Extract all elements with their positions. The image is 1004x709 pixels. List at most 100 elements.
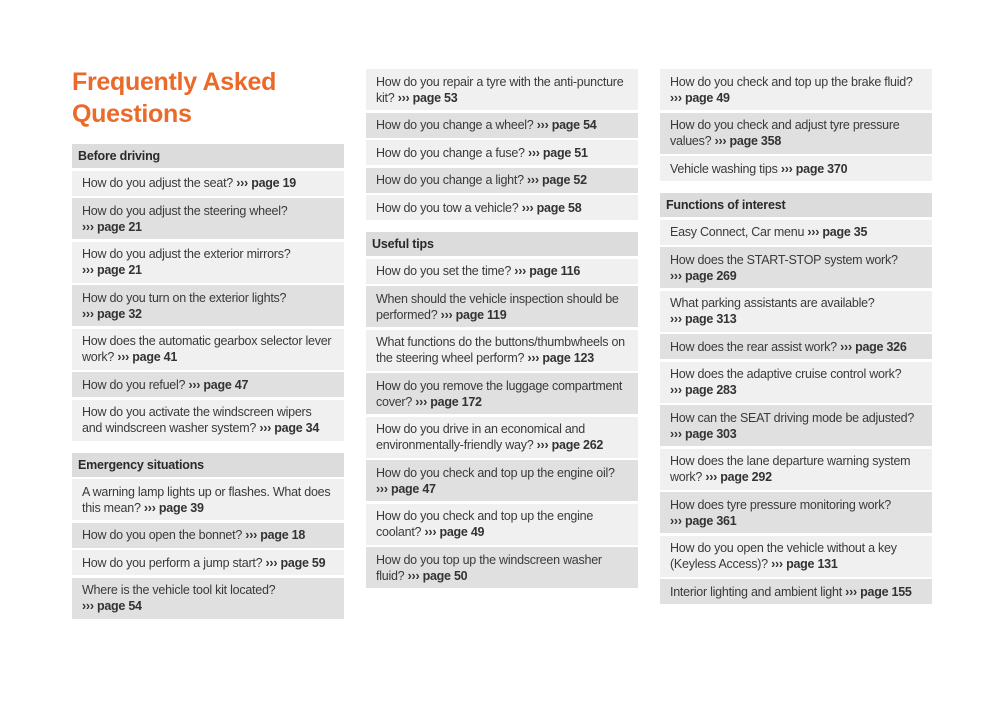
page-reference-link[interactable]: ››› page 49 (670, 90, 730, 105)
faq-item: How does tyre pressure monitoring work? … (660, 492, 932, 533)
faq-item: How does the lane departure warning syst… (660, 448, 932, 490)
page-reference-link[interactable]: ››› page 19 (236, 176, 296, 190)
faq-section: How do you repair a tyre with the anti-p… (366, 69, 638, 220)
page-reference-link[interactable]: ››› page 47 (188, 377, 249, 392)
faq-item: How do you adjust the steering wheel? ››… (72, 198, 344, 239)
page-reference-link[interactable]: ››› page 155 (845, 584, 912, 599)
faq-question: How does the adaptive cruise control wor… (670, 367, 902, 381)
faq-question: How do you change a light? (376, 173, 524, 187)
page-reference-link[interactable]: ››› page 34 (259, 421, 320, 435)
faq-item: How do you adjust the exterior mirrors? … (72, 241, 344, 283)
faq-question: How does the rear assist work? (670, 339, 837, 354)
faq-question: How do you perform a jump start? (82, 555, 263, 570)
faq-item: How does the START-STOP system work? ›››… (660, 247, 932, 288)
faq-item: How does the adaptive cruise control wor… (660, 361, 932, 403)
page-reference-link[interactable]: ››› page 59 (265, 555, 326, 570)
section-heading: Emergency situations (72, 452, 344, 477)
page-reference-link[interactable]: ››› page 54 (82, 599, 142, 613)
faq-item: How do you refuel? ››› page 47 (72, 372, 344, 397)
page-reference-link[interactable]: ››› page 18 (245, 528, 306, 542)
faq-item: Vehicle washing tips ››› page 370 (660, 156, 932, 181)
faq-question: How do you check and top up the engine c… (376, 509, 594, 539)
faq-question: How do you remove the luggage compartmen… (376, 378, 623, 409)
page-reference-link[interactable]: ››› page 303 (670, 426, 737, 441)
faq-item: How do you open the bonnet? ››› page 18 (72, 522, 344, 548)
page-reference-link[interactable]: ››› page 326 (840, 339, 907, 354)
faq-question: How do you repair a tyre with the anti-p… (376, 74, 624, 105)
faq-item: How do you check and top up the engine c… (366, 503, 638, 545)
faq-section: How do you check and top up the brake fl… (660, 69, 932, 181)
page-reference-link[interactable]: ››› page 54 (536, 118, 597, 132)
faq-item: How do you change a fuse? ››› page 51 (366, 140, 638, 165)
page-reference-link[interactable]: ››› page 313 (670, 312, 737, 326)
page-reference-link[interactable]: ››› page 51 (527, 145, 588, 160)
faq-item: How do you perform a jump start? ››› pag… (72, 550, 344, 575)
page-reference-link[interactable]: ››› page 35 (807, 225, 868, 239)
page-reference-link[interactable]: ››› page 262 (536, 438, 604, 452)
faq-question: How do you adjust the seat? (82, 176, 233, 190)
section-heading: Before driving (72, 144, 344, 168)
faq-item: How do you check and top up the brake fl… (660, 69, 932, 110)
page-reference-link[interactable]: ››› page 292 (705, 470, 772, 484)
page-reference-link[interactable]: ››› page 123 (527, 351, 594, 365)
page-reference-link[interactable]: ››› page 131 (771, 557, 838, 571)
faq-item: How does the rear assist work? ››› page … (660, 334, 932, 359)
faq-question: How do you open the vehicle without a ke… (670, 541, 897, 571)
page-reference-link[interactable]: ››› page 53 (397, 90, 458, 105)
faq-question: How can the SEAT driving mode be adjuste… (670, 410, 915, 425)
faq-section: Useful tips How do you set the time? ››› … (366, 232, 638, 588)
faq-item: Easy Connect, Car menu ››› page 35 (660, 219, 932, 245)
page-reference-link[interactable]: ››› page 119 (440, 307, 507, 322)
faq-question: When should the vehicle inspection shoul… (376, 291, 619, 322)
faq-item: How do you check and adjust tyre pressur… (660, 112, 932, 154)
faq-item: Where is the vehicle tool kit located? ›… (72, 577, 344, 619)
page-reference-link[interactable]: ››› page 116 (514, 264, 581, 278)
faq-question: What functions do the buttons/thumbwheel… (376, 335, 625, 365)
page-reference-link[interactable]: ››› page 283 (670, 383, 737, 397)
faq-question: How do you check and top up the brake fl… (670, 74, 913, 89)
faq-column-2: How do you repair a tyre with the anti-p… (366, 69, 638, 600)
section-heading: Useful tips (366, 232, 638, 256)
page-reference-link[interactable]: ››› page 32 (82, 306, 142, 321)
faq-item: How do you tow a vehicle? ››› page 58 (366, 195, 638, 220)
page-reference-link[interactable]: ››› page 370 (780, 161, 848, 176)
faq-question: How do you check and top up the engine o… (376, 465, 615, 480)
faq-section: Before driving How do you adjust the seat… (72, 144, 344, 441)
faq-item: How do you turn on the exterior lights? … (72, 285, 344, 326)
faq-question: How do you change a wheel? (376, 118, 534, 132)
faq-question: How does the lane departure warning syst… (670, 454, 911, 484)
page-reference-link[interactable]: ››› page 21 (82, 263, 142, 277)
page-reference-link[interactable]: ››› page 358 (714, 134, 782, 148)
faq-question: What parking assistants are available? (670, 296, 875, 310)
faq-question: How do you tow a vehicle? (376, 200, 519, 215)
faq-section: Functions of interest Easy Connect, Car m… (660, 193, 932, 604)
faq-question: How do you top up the windscreen washer … (376, 552, 602, 583)
page-reference-link[interactable]: ››› page 52 (527, 173, 587, 187)
page-reference-link[interactable]: ››› page 58 (521, 200, 582, 215)
faq-item: How does the automatic gearbox selector … (72, 328, 344, 370)
faq-column-1: Before driving How do you adjust the seat… (72, 144, 344, 631)
page-reference-link[interactable]: ››› page 47 (376, 481, 436, 496)
page-title: Frequently Asked Questions (72, 68, 277, 128)
faq-item: A warning lamp lights up or flashes. Wha… (72, 479, 344, 520)
faq-question: How does the automatic gearbox selector … (82, 334, 332, 364)
faq-question: How do you activate the windscreen wiper… (82, 405, 312, 435)
faq-question: How do you turn on the exterior lights? (82, 290, 287, 305)
page-reference-link[interactable]: ››› page 50 (407, 568, 468, 583)
page-reference-link[interactable]: ››› page 269 (670, 268, 737, 283)
page-reference-link[interactable]: ››› page 361 (670, 513, 737, 528)
section-heading: Functions of interest (660, 193, 932, 217)
page-reference-link[interactable]: ››› page 21 (82, 219, 142, 234)
faq-item: How do you set the time? ››› page 116 (366, 258, 638, 284)
faq-question: How does tyre pressure monitoring work? (670, 497, 891, 512)
faq-question: How do you change a fuse? (376, 145, 525, 160)
faq-column-3: How do you check and top up the brake fl… (660, 69, 932, 616)
page-reference-link[interactable]: ››› page 39 (143, 500, 204, 515)
page-reference-link[interactable]: ››› page 49 (424, 525, 485, 539)
faq-question: How do you set the time? (376, 264, 512, 278)
page-reference-link[interactable]: ››› page 172 (415, 394, 482, 409)
page-reference-link[interactable]: ››› page 41 (117, 350, 178, 364)
faq-question: Interior lighting and ambient light (670, 584, 842, 599)
faq-question: Easy Connect, Car menu (670, 225, 805, 239)
faq-item: How do you change a wheel? ››› page 54 (366, 112, 638, 138)
